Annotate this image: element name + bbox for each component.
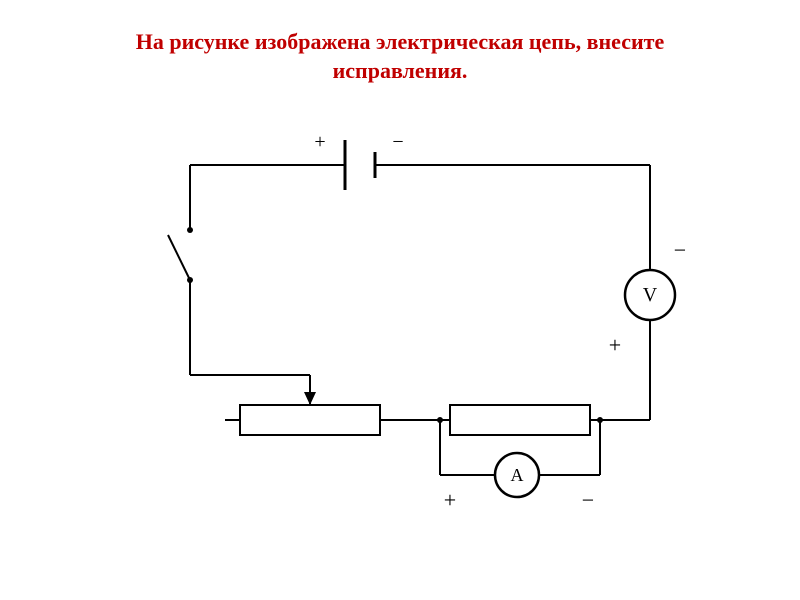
battery: + −	[314, 131, 403, 190]
ammeter-branch: A + −	[440, 420, 600, 513]
resistor-fixed	[450, 405, 590, 435]
circuit-svg: + − V − +	[140, 130, 700, 530]
ammeter-minus: −	[582, 488, 594, 513]
battery-plus: +	[314, 131, 325, 153]
voltmeter-minus: −	[674, 238, 686, 263]
ammeter-plus: +	[444, 488, 456, 513]
title-line-2: исправления.	[0, 57, 800, 86]
title-line-1: На рисунке изображена электрическая цепь…	[0, 28, 800, 57]
rheostat-arrow	[304, 392, 316, 405]
junction-2	[597, 417, 603, 423]
battery-minus: −	[392, 131, 403, 153]
title-block: На рисунке изображена электрическая цепь…	[0, 0, 800, 95]
junction-1	[437, 417, 443, 423]
circuit-diagram: + − V − +	[140, 130, 700, 530]
rheostat	[235, 375, 380, 435]
switch-icon	[168, 227, 193, 283]
ammeter-label: A	[511, 465, 524, 485]
voltmeter-label: V	[643, 284, 658, 306]
voltmeter-plus: +	[609, 333, 621, 358]
voltmeter: V − +	[609, 238, 686, 358]
